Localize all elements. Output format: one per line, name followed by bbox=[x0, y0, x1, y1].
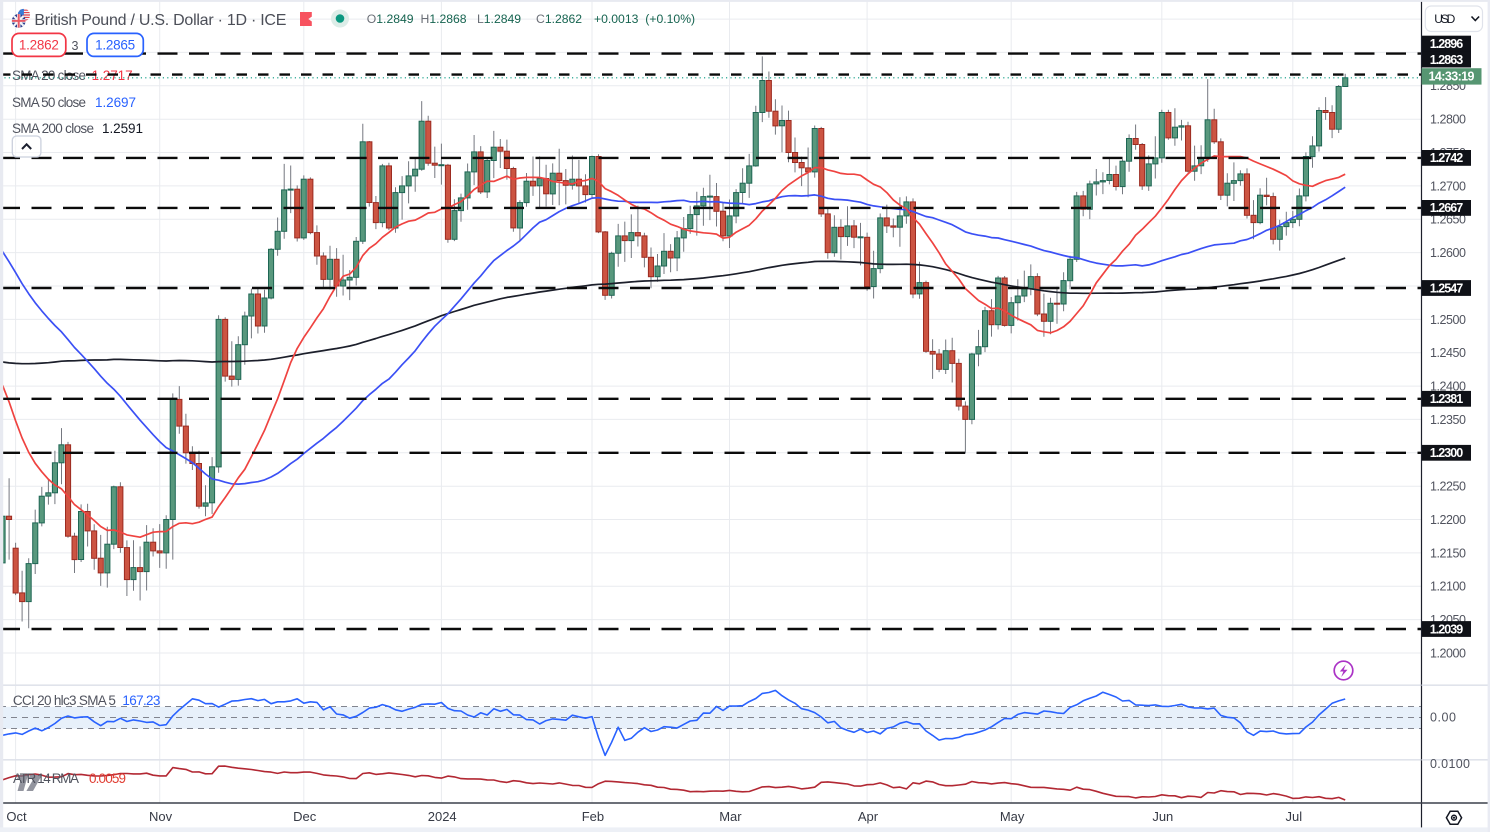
svg-text:Feb: Feb bbox=[582, 809, 604, 824]
svg-text:1.2700: 1.2700 bbox=[1430, 179, 1466, 193]
svg-text:3: 3 bbox=[72, 39, 79, 53]
svg-text:0.00: 0.00 bbox=[1430, 711, 1456, 725]
svg-text:0.0100: 0.0100 bbox=[1430, 757, 1470, 771]
svg-text:1.2250: 1.2250 bbox=[1430, 480, 1466, 494]
svg-text:1.2591: 1.2591 bbox=[102, 121, 143, 136]
svg-text:USD: USD bbox=[1434, 12, 1455, 26]
svg-text:CCI 20 hlc3 SMA 5: CCI 20 hlc3 SMA 5 bbox=[13, 693, 116, 708]
svg-text:H1.2868: H1.2868 bbox=[421, 12, 467, 26]
svg-text:1.2200: 1.2200 bbox=[1430, 513, 1466, 527]
svg-text:1.2500: 1.2500 bbox=[1430, 313, 1466, 327]
svg-text:1.2150: 1.2150 bbox=[1430, 546, 1466, 560]
svg-text:1.2300: 1.2300 bbox=[1430, 446, 1464, 460]
svg-text:2024: 2024 bbox=[428, 809, 457, 824]
svg-text:O1.2849: O1.2849 bbox=[367, 12, 414, 26]
svg-text:1.2800: 1.2800 bbox=[1430, 113, 1466, 127]
svg-text:1.2742: 1.2742 bbox=[1430, 151, 1464, 165]
svg-text:Apr: Apr bbox=[858, 809, 879, 824]
svg-text:Dec: Dec bbox=[293, 809, 317, 824]
svg-text:1.2600: 1.2600 bbox=[1430, 246, 1466, 260]
svg-text:Nov: Nov bbox=[149, 809, 173, 824]
svg-text:1.2400: 1.2400 bbox=[1430, 380, 1466, 394]
svg-text:1.2547: 1.2547 bbox=[1430, 281, 1464, 295]
svg-text:Jul: Jul bbox=[1285, 809, 1302, 824]
svg-text:(+0.10%): (+0.10%) bbox=[645, 12, 695, 26]
svg-text:C1.2862: C1.2862 bbox=[536, 12, 582, 26]
svg-text:1.2000: 1.2000 bbox=[1430, 646, 1466, 660]
svg-text:+0.0013: +0.0013 bbox=[594, 12, 639, 26]
svg-text:1.2039: 1.2039 bbox=[1430, 622, 1464, 636]
svg-text:14:33:19: 14:33:19 bbox=[1429, 70, 1475, 84]
svg-text:1.2350: 1.2350 bbox=[1430, 413, 1466, 427]
svg-text:1.2896: 1.2896 bbox=[1430, 37, 1464, 51]
svg-text:1.2100: 1.2100 bbox=[1430, 580, 1466, 594]
svg-text:1.2862: 1.2862 bbox=[19, 38, 59, 53]
svg-text:1.2697: 1.2697 bbox=[95, 95, 136, 110]
svg-text:British Pound / U.S. Dollar ·: British Pound / U.S. Dollar · 1D · ICE bbox=[34, 12, 286, 29]
svg-text:Oct: Oct bbox=[6, 809, 27, 824]
svg-text:1.2381: 1.2381 bbox=[1430, 392, 1464, 406]
svg-text:1.2863: 1.2863 bbox=[1430, 53, 1464, 67]
svg-text:Jun: Jun bbox=[1152, 809, 1173, 824]
svg-text:May: May bbox=[1000, 809, 1025, 824]
svg-text:L1.2849: L1.2849 bbox=[477, 12, 521, 26]
svg-text:SMA 200 close: SMA 200 close bbox=[12, 121, 94, 136]
svg-text:ATR 14 RMA: ATR 14 RMA bbox=[13, 771, 79, 786]
svg-text:1.2667: 1.2667 bbox=[1430, 201, 1464, 215]
svg-text:167.23: 167.23 bbox=[122, 693, 160, 708]
svg-text:1.2450: 1.2450 bbox=[1430, 346, 1466, 360]
svg-text:0.0059: 0.0059 bbox=[89, 771, 126, 786]
svg-text:Mar: Mar bbox=[719, 809, 742, 824]
svg-text:SMA 50 close: SMA 50 close bbox=[12, 95, 86, 110]
svg-text:1.2650: 1.2650 bbox=[1430, 213, 1466, 227]
svg-text:1.2865: 1.2865 bbox=[95, 38, 135, 53]
